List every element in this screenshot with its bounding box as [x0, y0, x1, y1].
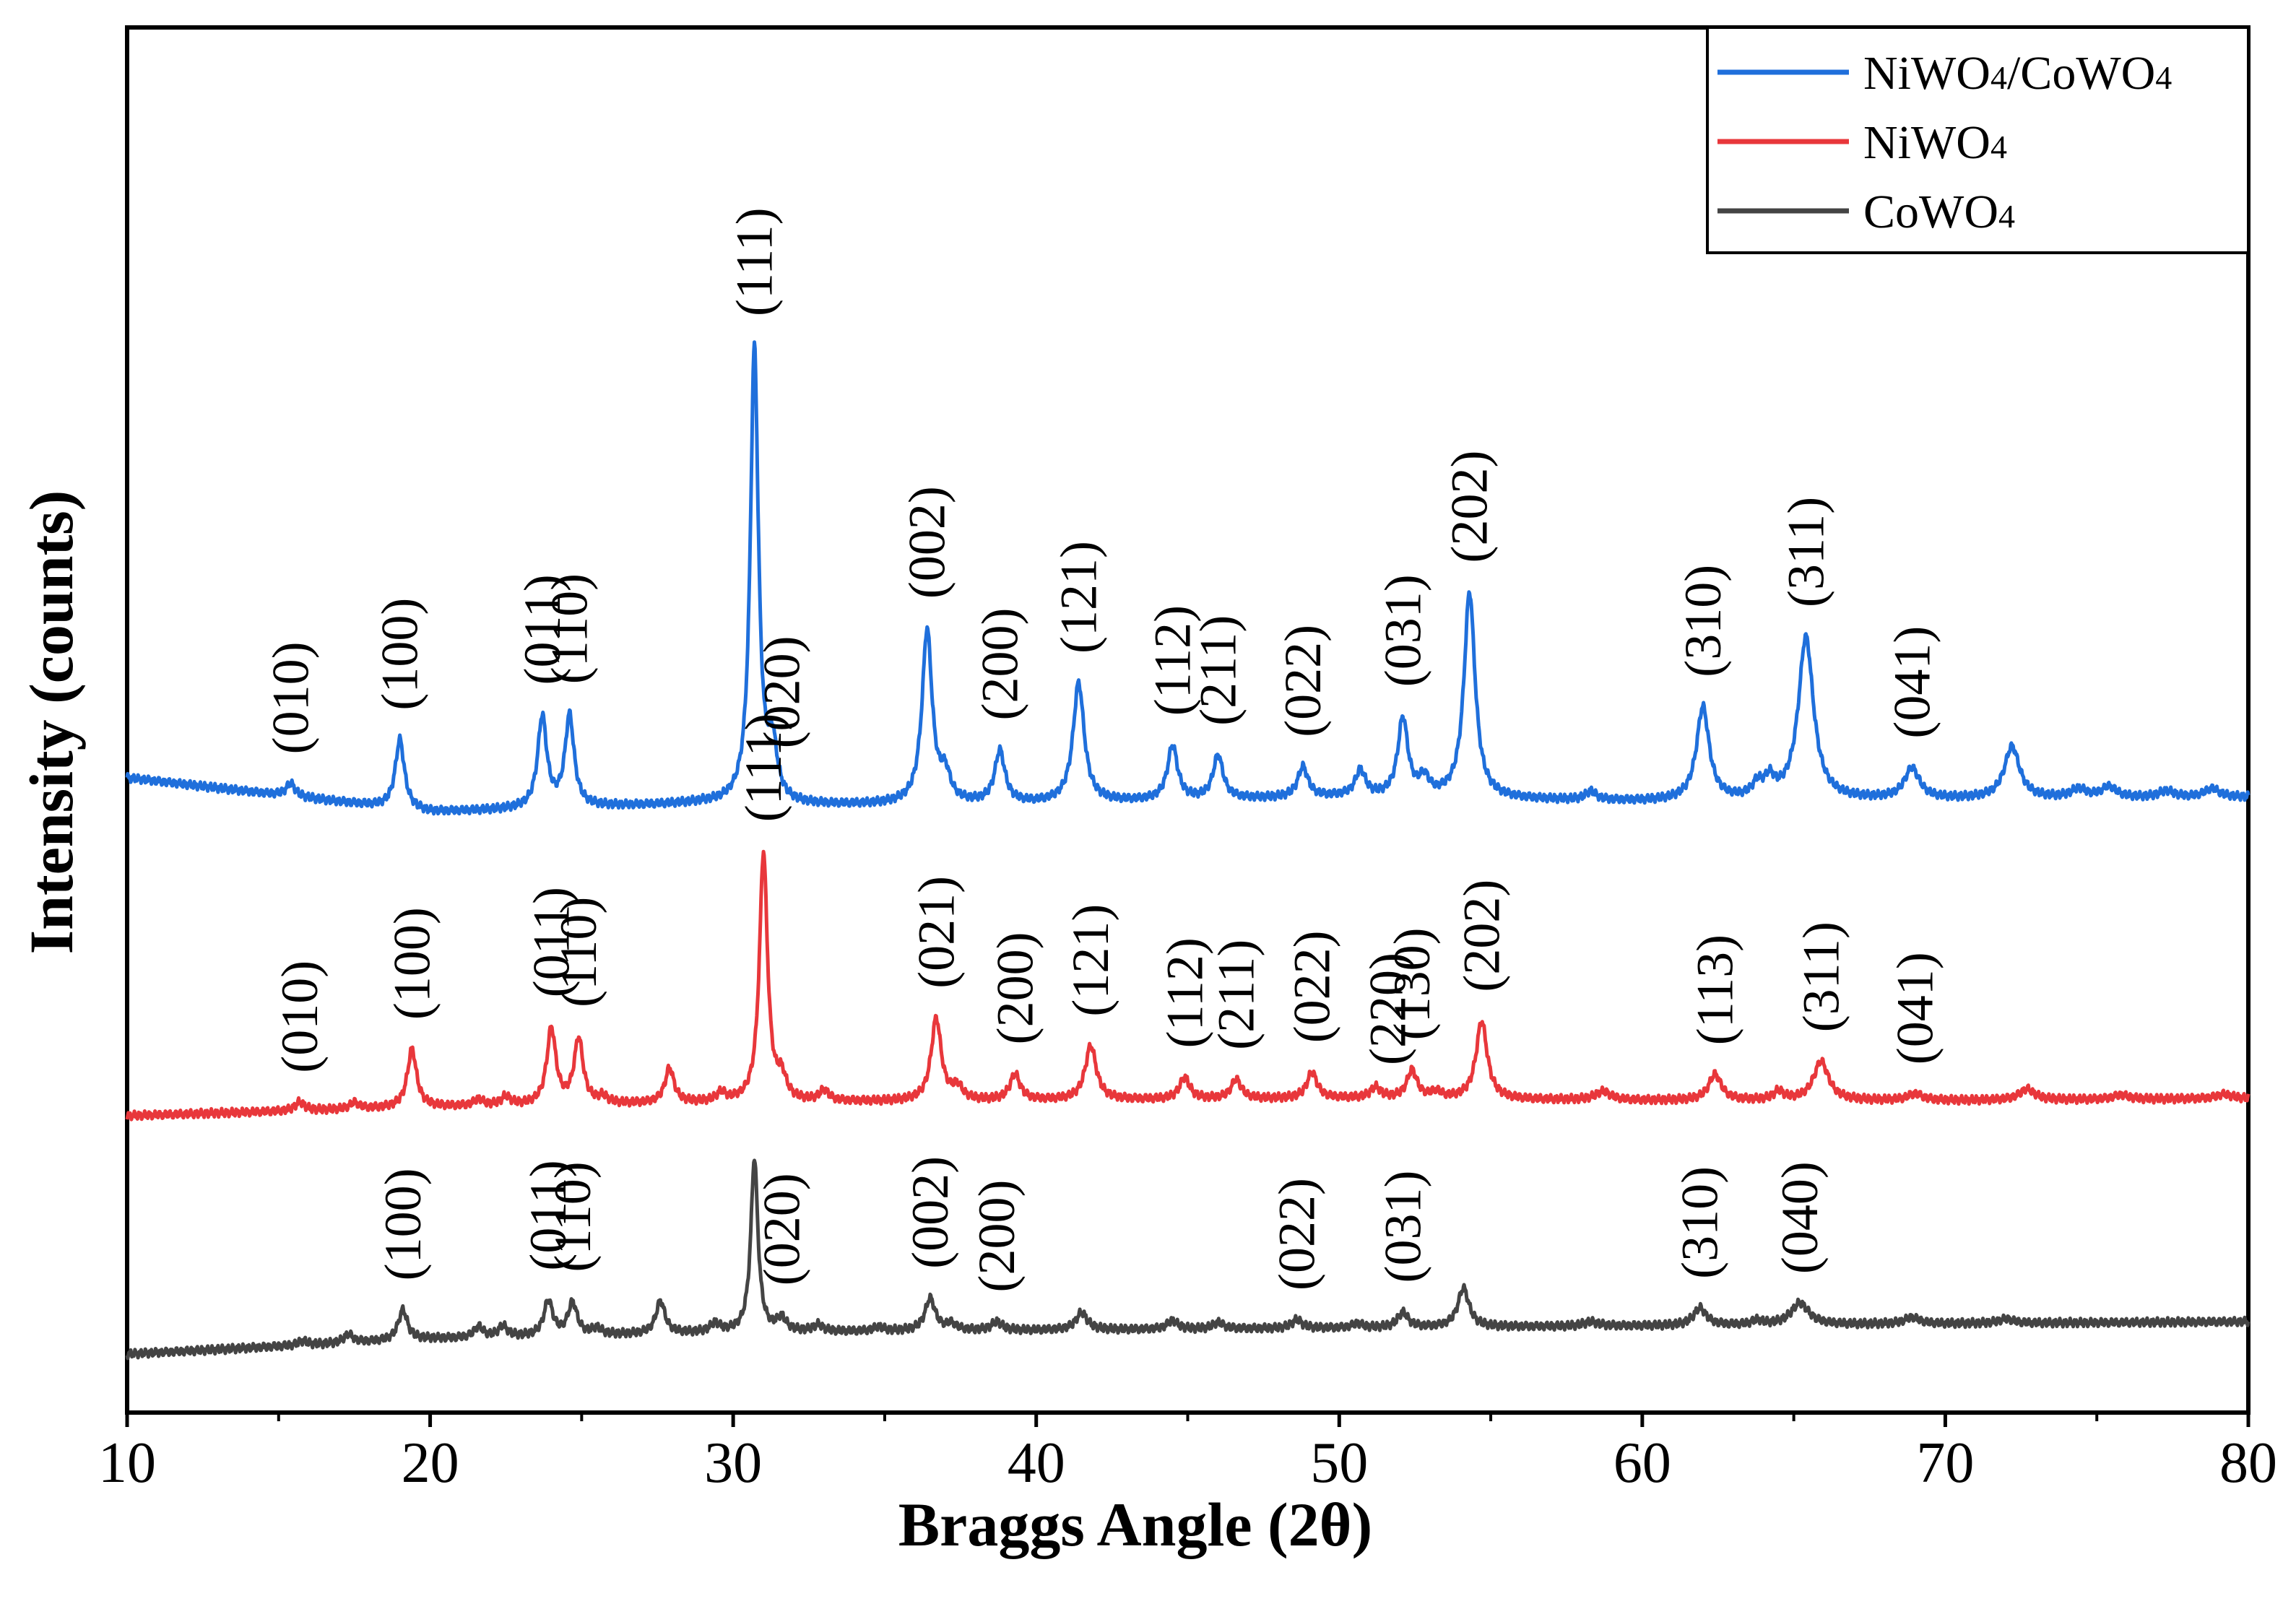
legend-label-part: /CoWO: [2007, 47, 2155, 100]
peak-label: (202): [1453, 880, 1511, 992]
peak-label: (220): [1359, 953, 1416, 1065]
series-line-0: [125, 340, 2250, 816]
legend-label-part: NiWO: [1863, 47, 1990, 100]
peak-label: (041): [1886, 952, 1944, 1064]
x-tick-label: 30: [704, 1431, 762, 1495]
peak-label: (110): [541, 573, 599, 684]
curves-layer: [125, 340, 2250, 1361]
series-line-1: [125, 849, 2250, 1122]
x-tick-label: 70: [1916, 1431, 1974, 1495]
legend-label-part: 4: [2155, 59, 2172, 96]
peak-label: (020): [753, 1173, 810, 1285]
peak-label: (021): [907, 876, 965, 989]
peak-label: (022): [1283, 930, 1341, 1043]
peak-label: (031): [1374, 574, 1431, 687]
legend-box: [1706, 26, 2250, 254]
peak-label: (041): [1883, 626, 1941, 739]
peak-label: (020): [753, 636, 810, 748]
peak-label: (010): [271, 960, 329, 1073]
peak-label: (011): [514, 574, 571, 685]
peak-label: (202): [1441, 451, 1499, 563]
peak-label: (112): [1144, 605, 1202, 716]
legend-label-part: 4: [1990, 59, 2007, 96]
peak-label: (200): [971, 608, 1028, 721]
legend-label: NiWO4/CoWO4: [1863, 47, 2172, 100]
peak-label: (113): [1686, 934, 1744, 1045]
peak-label: (111): [726, 207, 784, 316]
legend-label: CoWO4: [1863, 186, 2015, 238]
peak-label: (110): [544, 1161, 602, 1272]
peak-label: (130): [1383, 927, 1441, 1040]
x-axis-title: Braggs Angle (2θ): [898, 1490, 1372, 1559]
peak-label: (112): [1156, 937, 1213, 1048]
peak-label: (022): [1268, 1178, 1326, 1291]
peak-label: (010): [262, 641, 320, 754]
peak-label: (311): [1777, 497, 1834, 607]
peak-label: (200): [986, 932, 1044, 1044]
peak-label: (002): [898, 486, 956, 599]
legend-label-part: 4: [1998, 198, 2015, 235]
peak-label: (121): [1062, 904, 1119, 1017]
peak-label: (310): [1674, 565, 1732, 677]
x-axis: 10 20 30 40 50 60 70 80: [98, 1413, 2277, 1495]
peak-label: (100): [371, 598, 429, 711]
legend-label-part: CoWO: [1863, 186, 1998, 238]
peak-label: (310): [1671, 1166, 1729, 1279]
legend-label-part: 4: [1990, 129, 2007, 165]
peak-label: (100): [383, 907, 441, 1020]
peak-label: (211): [1190, 615, 1247, 726]
legend-label-part: NiWO: [1863, 116, 1990, 169]
x-tick-label: 40: [1008, 1431, 1065, 1495]
peak-label: (110): [550, 897, 607, 1007]
peak-label: (002): [901, 1156, 959, 1269]
x-tick-label: 20: [402, 1431, 459, 1495]
x-tick-label: 60: [1613, 1431, 1671, 1495]
x-tick-label: 80: [2219, 1431, 2277, 1495]
peak-label: (211): [1208, 940, 1265, 1050]
peak-label: (121): [1050, 541, 1108, 654]
peak-label: (111): [735, 714, 792, 823]
peak-label: (022): [1274, 625, 1332, 737]
x-tick-label: 10: [98, 1431, 156, 1495]
peak-labels-layer: (010) (100) (011)(110)(111)(020)(002)(200)…: [262, 207, 1944, 1292]
legend-label: NiWO4: [1863, 116, 2007, 169]
peak-label: (200): [968, 1180, 1026, 1293]
peak-label: (311): [1792, 921, 1850, 1032]
x-tick-label: 50: [1310, 1431, 1368, 1495]
y-axis-title: Intensity (counts): [17, 490, 86, 955]
peak-label: (040): [1771, 1161, 1829, 1274]
peak-label: (011): [522, 887, 580, 997]
series-line-2: [125, 1158, 2250, 1361]
peak-label: (100): [374, 1168, 432, 1280]
peak-label: (031): [1374, 1171, 1431, 1283]
peak-label: (011): [519, 1160, 577, 1270]
